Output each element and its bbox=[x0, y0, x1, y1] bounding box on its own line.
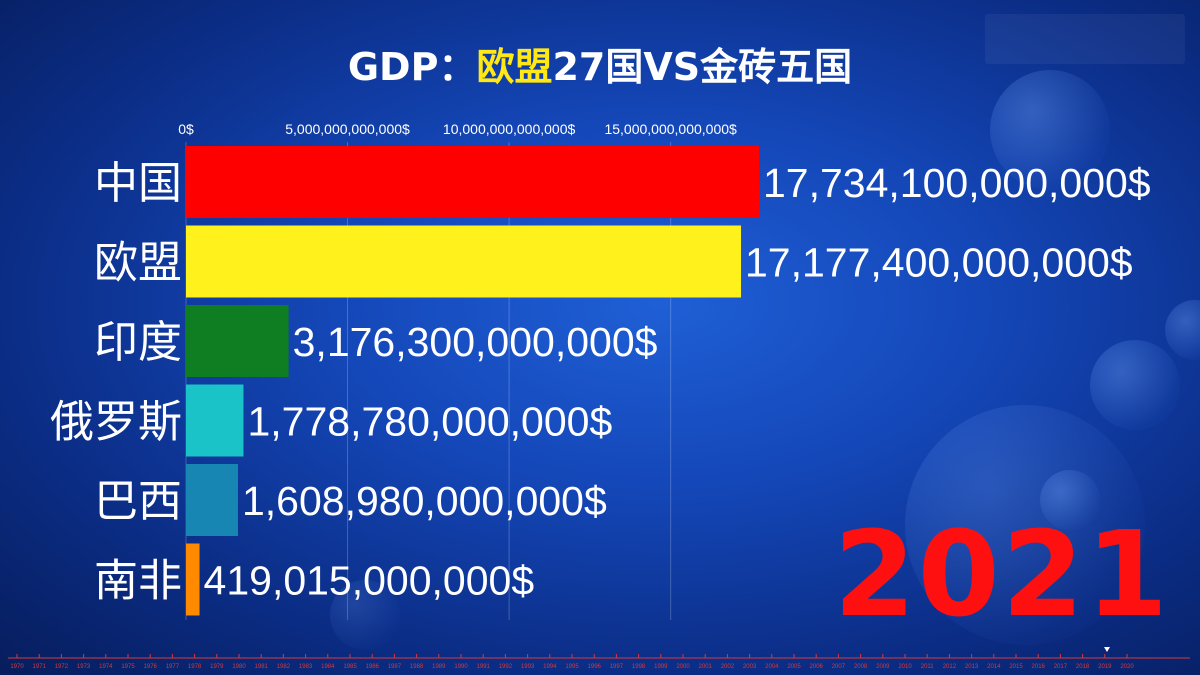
x-tick-label: 10,000,000,000,000$ bbox=[443, 121, 576, 137]
timeline-year-label: 1979 bbox=[210, 664, 224, 670]
timeline-year-label: 1977 bbox=[166, 664, 180, 670]
timeline-year-label: 2018 bbox=[1076, 664, 1090, 670]
timeline-year-label: 1989 bbox=[432, 664, 446, 670]
timeline-year-label: 2004 bbox=[765, 664, 779, 670]
timeline-year-label: 2000 bbox=[676, 664, 690, 670]
timeline-year-label: 1984 bbox=[321, 664, 335, 670]
category-label: 俄罗斯 bbox=[50, 397, 182, 448]
timeline-year-label: 1971 bbox=[33, 664, 47, 670]
timeline-year-label: 1986 bbox=[366, 664, 380, 670]
value-label: 1,608,980,000,000$ bbox=[242, 478, 607, 524]
timeline-year-label: 1974 bbox=[99, 664, 113, 670]
timeline-year-label: 2017 bbox=[1054, 664, 1068, 670]
value-label: 1,778,780,000,000$ bbox=[247, 399, 612, 445]
watermark-box bbox=[985, 14, 1185, 64]
gridlines bbox=[185, 142, 672, 620]
timeline-year-label: 1976 bbox=[144, 664, 158, 670]
timeline-year-label: 2007 bbox=[832, 664, 846, 670]
timeline-year-label: 1995 bbox=[565, 664, 579, 670]
timeline-year-label: 2006 bbox=[810, 664, 824, 670]
timeline-year-label: 1997 bbox=[610, 664, 624, 670]
timeline-year-label: 1972 bbox=[55, 664, 69, 670]
title-prefix: GDP： bbox=[347, 45, 477, 89]
category-label: 印度 bbox=[94, 317, 182, 368]
timeline-year-label: 1988 bbox=[410, 664, 424, 670]
category-label: 南非 bbox=[94, 556, 182, 607]
timeline-year-label: 1985 bbox=[343, 664, 357, 670]
timeline-year-label: 1999 bbox=[654, 664, 668, 670]
x-tick-label: 15,000,000,000,000$ bbox=[604, 121, 737, 137]
timeline-axis[interactable]: 1970 1971 1972 1973 1974 1975 1976 1977 1978 1979… bbox=[0, 640, 1200, 675]
category-label: 巴西 bbox=[94, 476, 182, 527]
title-suffix: 27国VS金砖五国 bbox=[552, 45, 853, 89]
category-label: 中国 bbox=[94, 158, 182, 209]
x-tick-label: 5,000,000,000,000$ bbox=[285, 121, 410, 137]
timeline-year-label: 1992 bbox=[499, 664, 513, 670]
bars bbox=[186, 146, 759, 616]
timeline-year-label: 2015 bbox=[1009, 664, 1023, 670]
timeline-year-label: 1981 bbox=[255, 664, 269, 670]
timeline-year-label: 1996 bbox=[588, 664, 602, 670]
timeline-year-label: 2005 bbox=[787, 664, 801, 670]
timeline-year-label: 1987 bbox=[388, 664, 402, 670]
timeline-year-label: 1983 bbox=[299, 664, 313, 670]
bar bbox=[186, 146, 759, 218]
timeline-year-label: 2009 bbox=[876, 664, 890, 670]
x-axis-ticks: 0$ 5,000,000,000,000$ 10,000,000,000,000$ 1… bbox=[178, 121, 737, 137]
timeline-year-label: 2020 bbox=[1120, 664, 1134, 670]
bar bbox=[186, 384, 244, 457]
timeline-year-label: 1980 bbox=[232, 664, 246, 670]
timeline-year-label: 2014 bbox=[987, 664, 1001, 670]
bar bbox=[186, 543, 200, 616]
category-label: 欧盟 bbox=[94, 238, 182, 289]
chart-title: GDP：欧盟27国VS金砖五国 bbox=[0, 36, 1200, 91]
timeline-year-label: 1978 bbox=[188, 664, 202, 670]
timeline-year-label: 2016 bbox=[1032, 664, 1046, 670]
timeline-year-label: 1998 bbox=[632, 664, 646, 670]
timeline-year-label: 2003 bbox=[743, 664, 757, 670]
bar bbox=[186, 225, 742, 298]
timeline-year-label: 1991 bbox=[477, 664, 491, 670]
bar bbox=[186, 305, 289, 377]
value-label: 17,734,100,000,000$ bbox=[763, 160, 1151, 206]
timeline-year-label: 1990 bbox=[454, 664, 468, 670]
timeline-year-label: 2012 bbox=[943, 664, 957, 670]
timeline-year-label: 1970 bbox=[10, 664, 24, 670]
timeline-marker-icon[interactable] bbox=[1104, 647, 1110, 652]
timeline-year-label: 2011 bbox=[921, 664, 935, 670]
bar bbox=[186, 464, 238, 536]
timeline-year-label: 1982 bbox=[277, 664, 291, 670]
timeline-year-label: 1993 bbox=[521, 664, 535, 670]
value-label: 3,176,300,000,000$ bbox=[293, 319, 658, 365]
timeline-year-label: 2013 bbox=[965, 664, 979, 670]
timeline-year-label: 2019 bbox=[1098, 664, 1112, 670]
title-highlight: 欧盟 bbox=[476, 45, 553, 89]
value-labels: 17,734,100,000,000$ 17,177,400,000,000$ 3,… bbox=[204, 160, 1151, 604]
timeline-year-label: 1973 bbox=[77, 664, 91, 670]
value-label: 419,015,000,000$ bbox=[204, 558, 535, 604]
timeline-year-label: 2002 bbox=[721, 664, 735, 670]
timeline-year-label: 1994 bbox=[543, 664, 557, 670]
timeline-year-label: 1975 bbox=[121, 664, 135, 670]
timeline-year-label: 2010 bbox=[898, 664, 912, 670]
x-tick-label: 0$ bbox=[178, 121, 194, 137]
timeline-year-label: 2008 bbox=[854, 664, 868, 670]
timeline-year-label: 2001 bbox=[699, 664, 713, 670]
year-counter: 2021 bbox=[833, 505, 1170, 643]
value-label: 17,177,400,000,000$ bbox=[745, 240, 1133, 286]
